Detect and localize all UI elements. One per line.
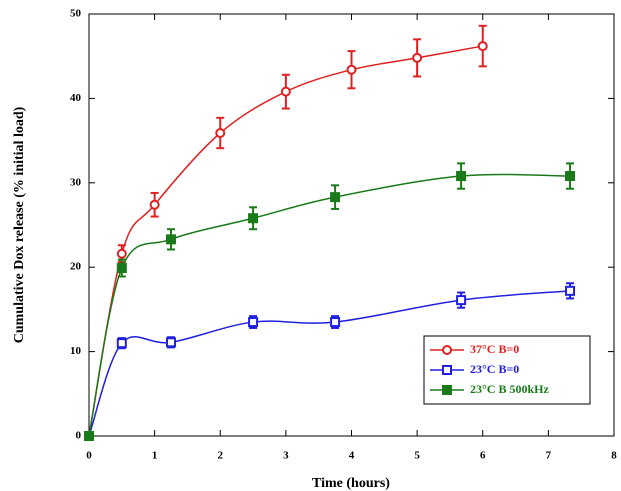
y-tick-label: 0	[76, 430, 82, 442]
x-tick-label: 1	[152, 450, 158, 462]
y-tick-label: 10	[70, 345, 82, 357]
legend-marker	[442, 365, 452, 375]
x-tick-label: 3	[283, 450, 289, 462]
marker	[456, 171, 467, 182]
legend-label: 23°C B 500kHz	[470, 382, 549, 396]
legend-marker	[442, 345, 452, 355]
x-tick-label: 4	[349, 450, 355, 462]
y-tick-label: 30	[70, 176, 82, 188]
x-tick-label: 8	[611, 450, 617, 462]
x-tick-label: 5	[414, 450, 420, 462]
legend: 37°C B=0 23°C B=0 23°C B 500kHz	[423, 335, 591, 405]
marker	[116, 263, 127, 274]
legend-marker	[442, 385, 452, 395]
x-tick-label: 2	[218, 450, 224, 462]
marker	[149, 199, 160, 210]
marker	[456, 295, 467, 306]
marker	[215, 128, 226, 139]
marker	[565, 285, 576, 296]
marker	[330, 317, 341, 328]
legend-label: 23°C B=0	[470, 362, 519, 376]
marker	[565, 171, 576, 182]
marker	[412, 52, 423, 63]
legend-label: 37°C B=0	[470, 342, 519, 356]
x-axis-label: Time (hours)	[312, 476, 390, 491]
y-tick-label: 50	[70, 8, 82, 20]
marker	[166, 337, 177, 348]
y-tick-label: 20	[70, 261, 82, 273]
marker	[166, 234, 177, 245]
marker	[248, 213, 259, 224]
marker	[280, 86, 291, 97]
y-tick-label: 40	[70, 92, 82, 104]
x-tick-label: 6	[480, 450, 486, 462]
y-axis-label: Cumulative Dox release (% initial load)	[12, 106, 27, 343]
marker	[84, 431, 94, 441]
marker	[116, 338, 127, 349]
x-tick-label: 0	[86, 450, 92, 462]
marker	[116, 248, 127, 259]
x-tick-label: 7	[546, 450, 552, 462]
marker	[248, 317, 259, 328]
marker	[330, 192, 341, 203]
marker	[346, 64, 357, 75]
marker	[477, 41, 488, 52]
